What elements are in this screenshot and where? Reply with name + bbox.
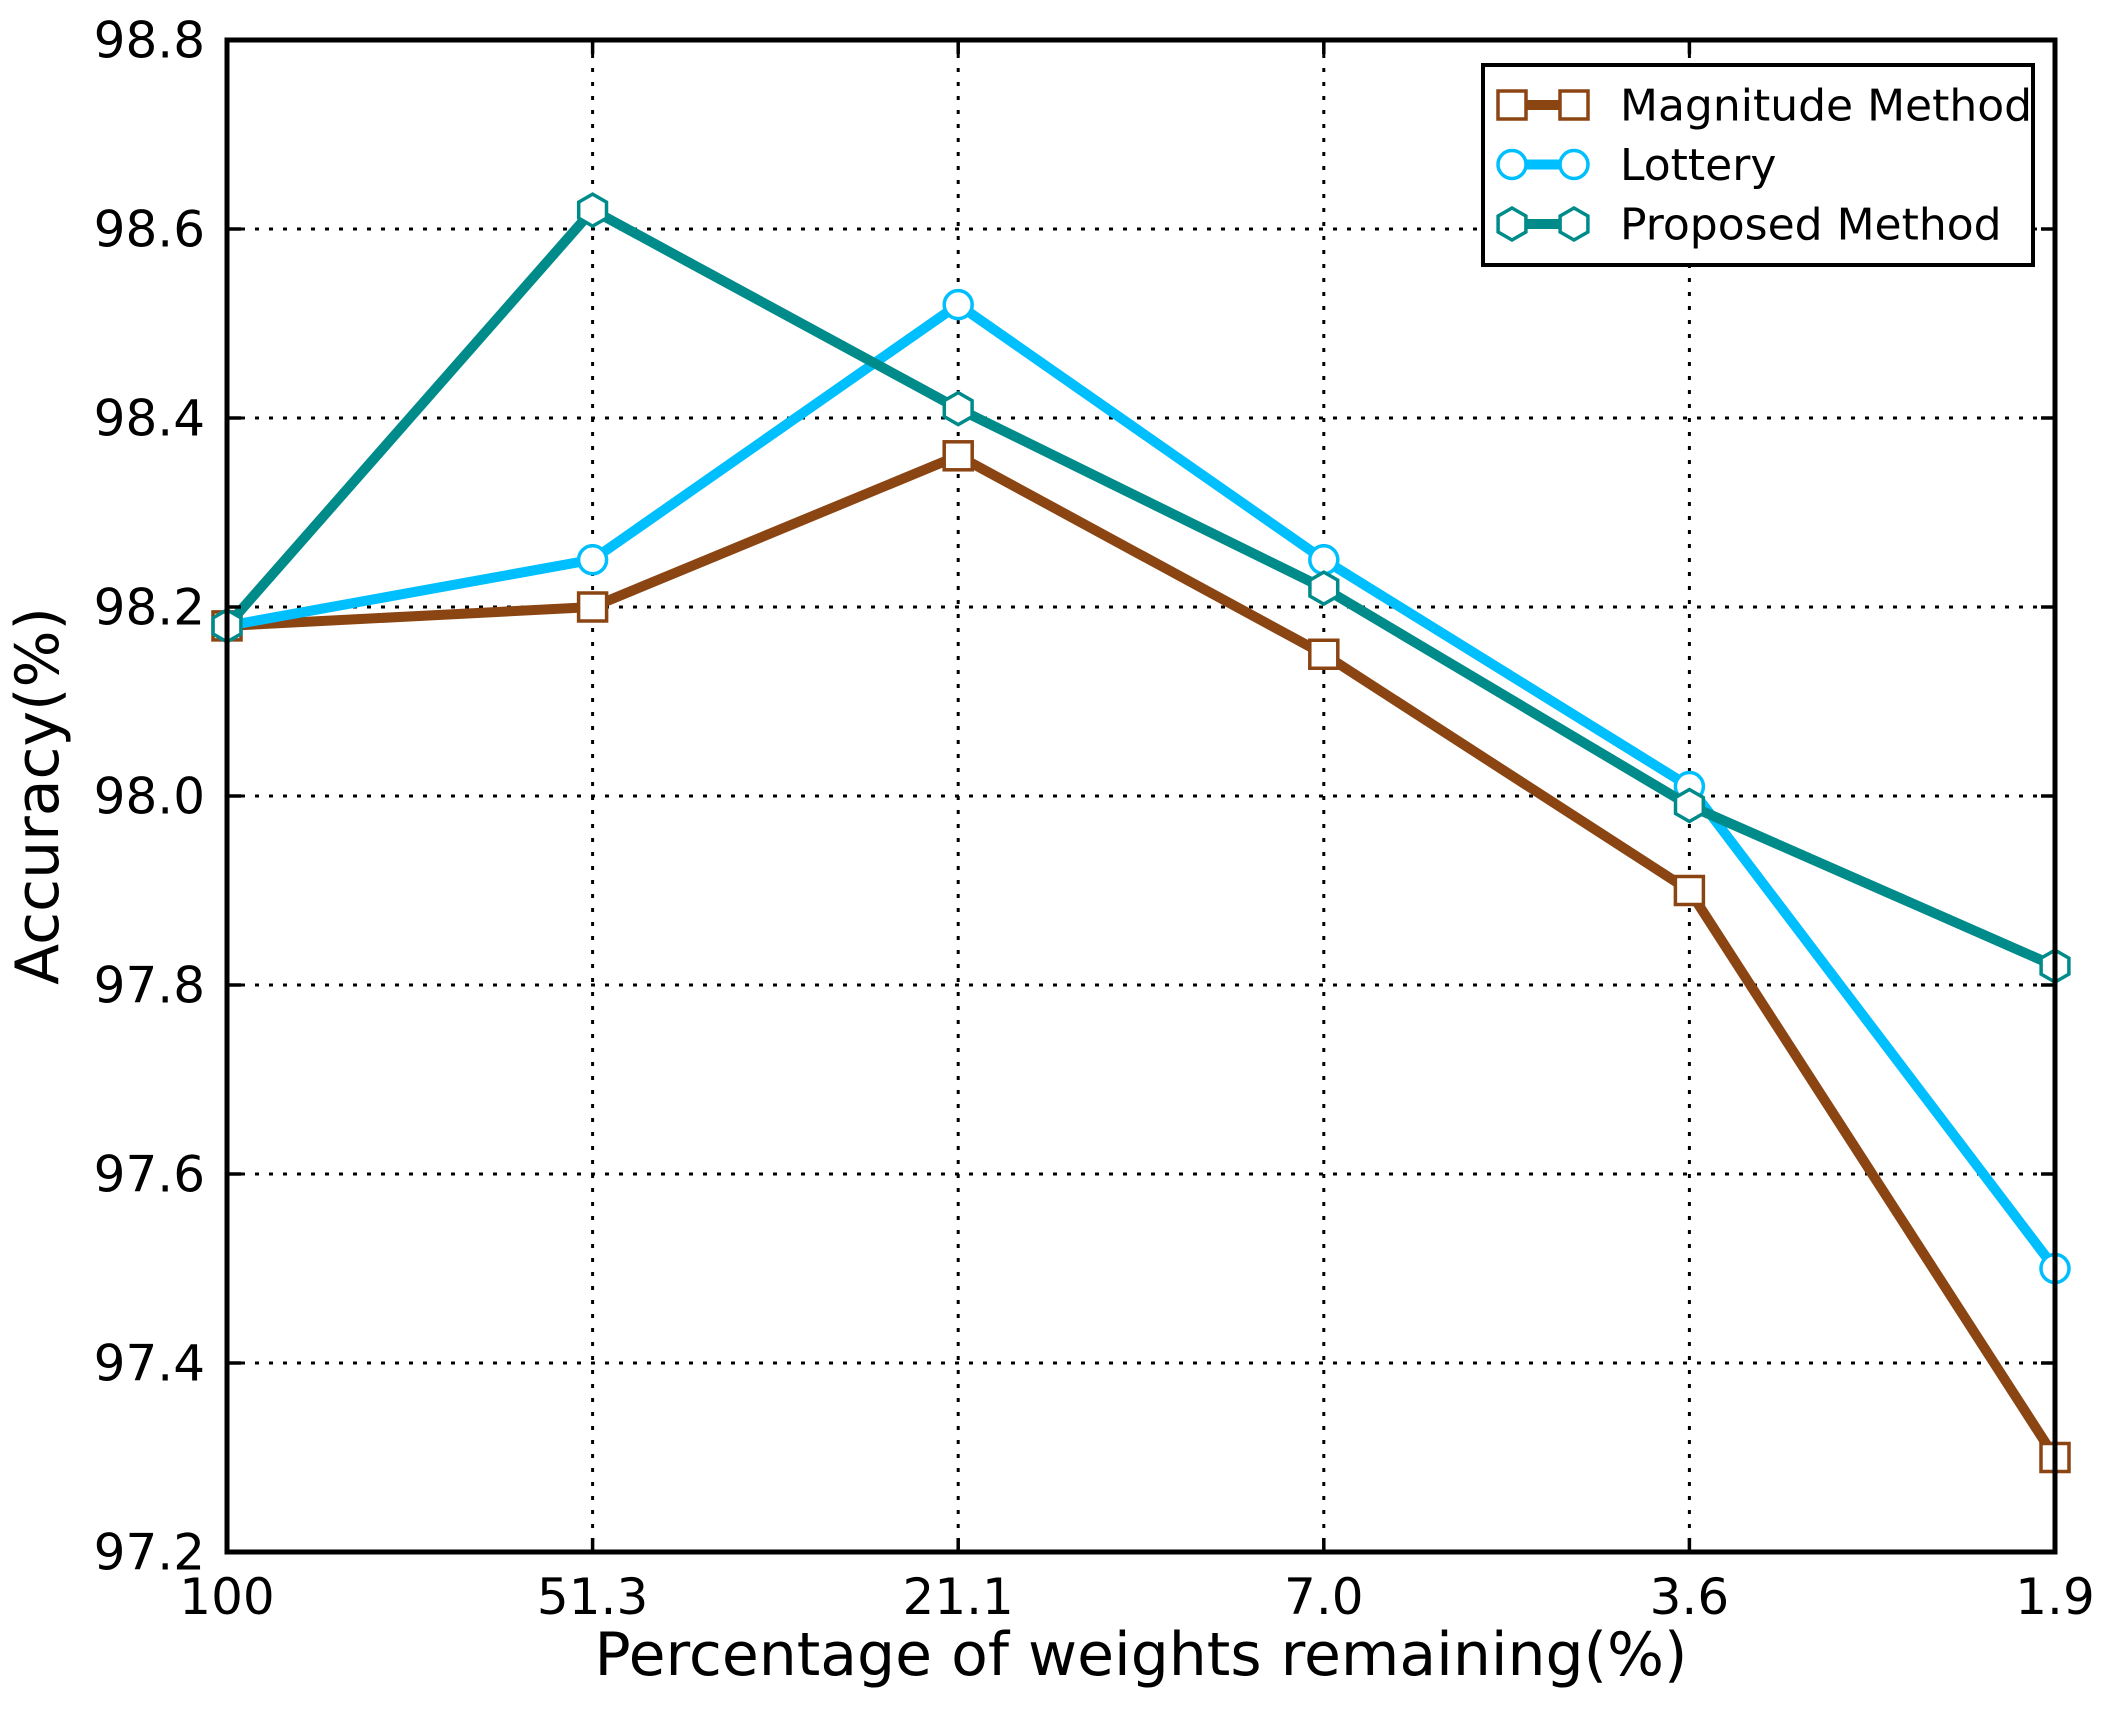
legend-marker-lottery <box>1496 148 1528 181</box>
grid-layer <box>227 40 2055 1552</box>
legend-entry-lottery: Lottery <box>1496 140 1776 191</box>
circle-marker-lottery <box>942 288 974 321</box>
tick-label-x: 3.6 <box>1650 1568 1730 1626</box>
square-marker-magnitude-method <box>1308 638 1340 670</box>
tick-label-x: 100 <box>179 1568 274 1626</box>
tick-label-y: 97.6 <box>94 1146 205 1204</box>
square-marker-magnitude-method <box>576 591 609 623</box>
legend-entry-proposed-method: Proposed Method <box>1496 199 2002 250</box>
series-magnitude-method <box>211 440 2071 1474</box>
series-line-lottery <box>226 299 2059 1272</box>
hexagon-marker-proposed-method <box>1308 570 1340 607</box>
tick-label-y: 97.8 <box>94 957 205 1015</box>
legend-marker-proposed-method <box>1558 205 1590 243</box>
legend: Magnitude Method Lottery Proposed Method <box>1481 63 2035 267</box>
legend-label-magnitude-method: Magnitude Method <box>1620 80 2032 131</box>
series-lottery <box>211 288 2071 1285</box>
legend-label-lottery: Lottery <box>1620 140 1776 191</box>
hexagon-marker-proposed-method <box>576 192 609 229</box>
tick-label-x: 21.1 <box>903 1568 1014 1626</box>
tick-label-y: 97.4 <box>94 1335 205 1393</box>
tick-label-y: 98.0 <box>94 768 205 826</box>
legend-marker-magnitude-method <box>1496 89 1528 121</box>
legend-label-proposed-method: Proposed Method <box>1620 199 2002 250</box>
series-line-proposed-method <box>223 205 2058 971</box>
series-proposed-method <box>211 192 2071 985</box>
hexagon-marker-proposed-method <box>942 390 974 427</box>
legend-entry-magnitude-method: Magnitude Method <box>1496 80 2032 131</box>
tick-label-y: 97.2 <box>94 1524 205 1582</box>
tick-marks <box>225 38 2057 1554</box>
tick-label-x: 51.3 <box>537 1568 648 1626</box>
tick-label-y: 98.6 <box>94 201 205 259</box>
legend-marker-lottery <box>1558 148 1590 181</box>
tick-label-y: 98.8 <box>94 12 205 70</box>
tick-label-x: 7.0 <box>1284 1568 1364 1626</box>
legend-marker-proposed-method <box>1496 205 1528 243</box>
square-marker-magnitude-method <box>1673 874 1706 907</box>
square-marker-magnitude-method <box>942 440 974 472</box>
series-layer <box>211 192 2071 1474</box>
tick-label-y: 98.2 <box>94 579 205 637</box>
legend-marker-magnitude-method <box>1558 89 1590 121</box>
circle-marker-lottery <box>576 544 609 576</box>
series-line-magnitude-method <box>226 450 2060 1461</box>
circle-marker-lottery <box>1308 544 1340 576</box>
tick-label-x: 1.9 <box>2015 1568 2095 1626</box>
y-axis-label: Accuracy(%) <box>3 607 73 985</box>
hexagon-marker-proposed-method <box>1673 787 1706 824</box>
tick-label-y: 98.4 <box>94 390 205 448</box>
x-axis-label: Percentage of weights remaining(%) <box>595 1620 1688 1690</box>
